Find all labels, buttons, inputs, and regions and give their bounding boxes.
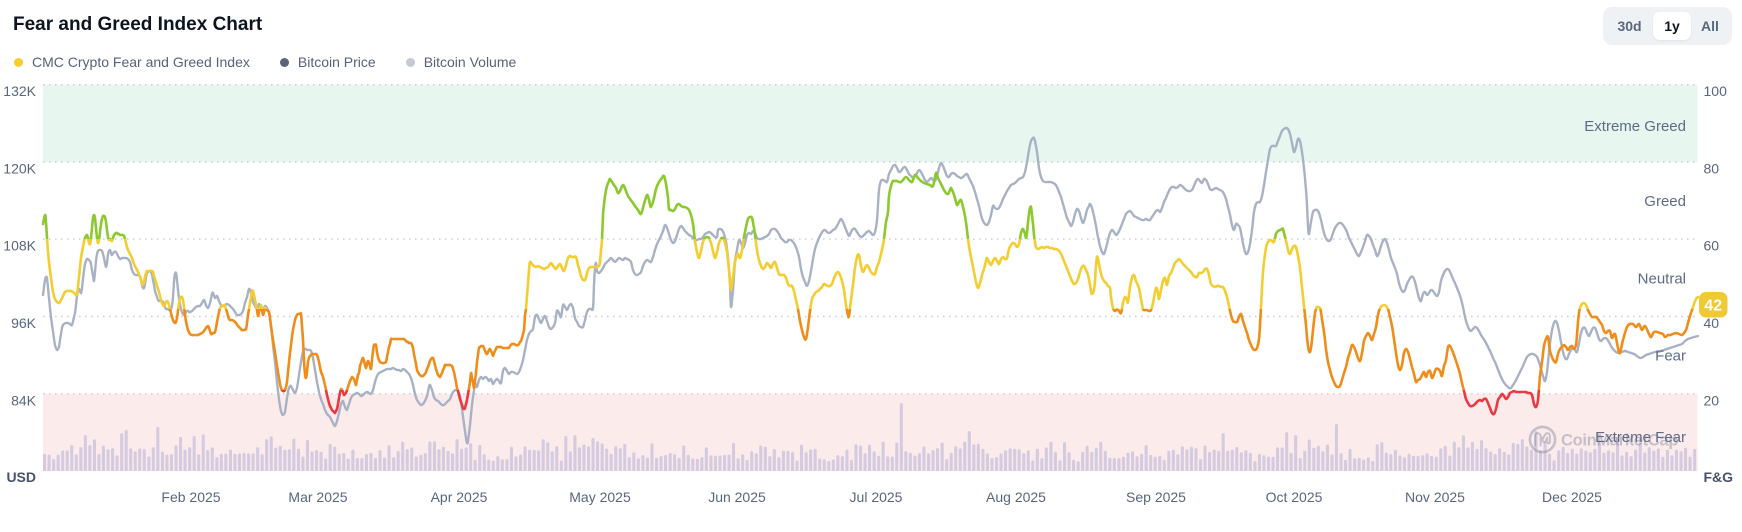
svg-text:Sep 2025: Sep 2025 — [1126, 489, 1186, 505]
svg-text:96K: 96K — [11, 315, 37, 331]
svg-text:Jun 2025: Jun 2025 — [708, 489, 766, 505]
svg-text:USD: USD — [6, 469, 36, 485]
svg-text:132K: 132K — [3, 83, 36, 99]
svg-text:Extreme Greed: Extreme Greed — [1584, 118, 1686, 135]
svg-text:Fear: Fear — [1655, 348, 1686, 365]
svg-text:Aug 2025: Aug 2025 — [986, 489, 1046, 505]
svg-text:40: 40 — [1704, 315, 1720, 331]
svg-text:Greed: Greed — [1644, 193, 1686, 210]
svg-text:Dec 2025: Dec 2025 — [1542, 489, 1602, 505]
svg-text:100: 100 — [1704, 83, 1728, 99]
svg-text:Apr 2025: Apr 2025 — [431, 489, 488, 505]
svg-text:Neutral: Neutral — [1638, 271, 1686, 288]
svg-text:May 2025: May 2025 — [569, 489, 631, 505]
svg-text:84K: 84K — [11, 392, 37, 408]
svg-text:60: 60 — [1704, 238, 1720, 254]
svg-text:20: 20 — [1704, 392, 1720, 408]
svg-text:120K: 120K — [3, 161, 36, 177]
svg-text:Extreme Fear: Extreme Fear — [1595, 429, 1686, 446]
svg-text:Feb 2025: Feb 2025 — [161, 489, 220, 505]
svg-text:Nov 2025: Nov 2025 — [1405, 489, 1465, 505]
svg-text:42: 42 — [1704, 298, 1722, 315]
svg-text:F&G: F&G — [1704, 469, 1734, 485]
svg-text:CoinMarketCap: CoinMarketCap — [1561, 432, 1678, 450]
svg-text:108K: 108K — [3, 238, 36, 254]
svg-text:Oct 2025: Oct 2025 — [1266, 489, 1323, 505]
svg-text:Jul 2025: Jul 2025 — [850, 489, 903, 505]
svg-text:Mar 2025: Mar 2025 — [288, 489, 347, 505]
svg-text:80: 80 — [1704, 161, 1720, 177]
